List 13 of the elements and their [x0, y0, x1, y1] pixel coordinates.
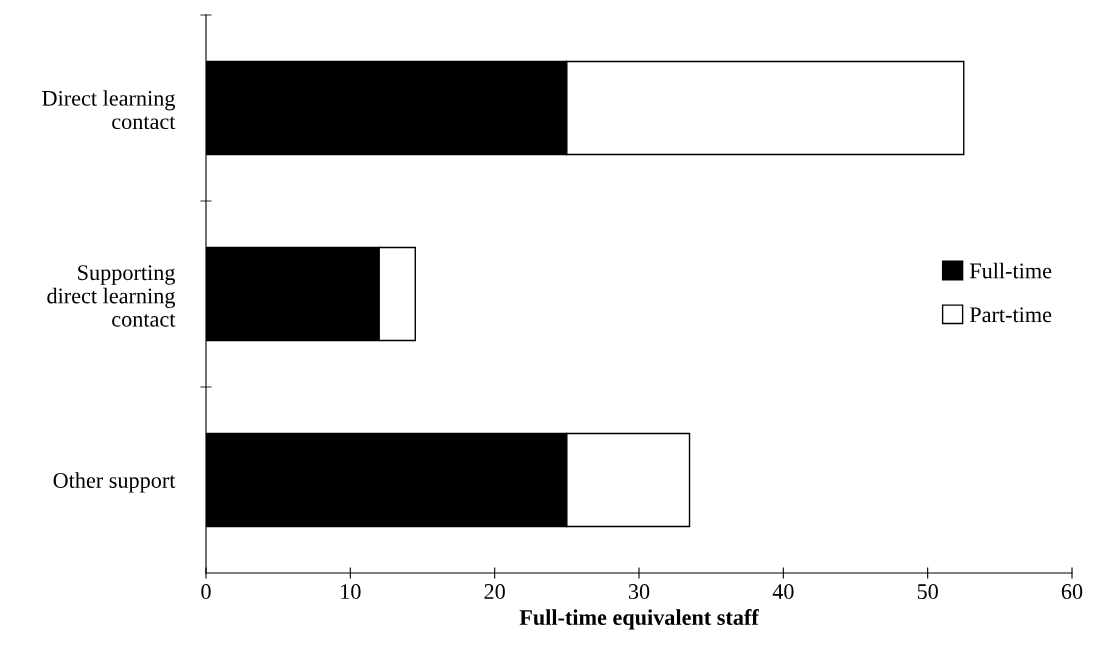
legend-label: Full-time: [969, 262, 1052, 279]
y-tick-label: Direct learning contact: [42, 90, 176, 130]
y-tick-label: Other support: [53, 472, 176, 493]
x-tick-label: 40: [772, 584, 794, 600]
x-tick-label: 30: [628, 584, 650, 600]
x-axis-title: Full-time equivalent staff: [519, 609, 759, 630]
legend-label: Part-time: [969, 307, 1052, 323]
x-tick-label: 50: [917, 584, 938, 600]
y-tick-label: Supporting direct learning contact: [47, 265, 176, 327]
x-tick-label: 20: [484, 584, 505, 600]
x-tick-label: 10: [341, 584, 361, 600]
x-tick-label: 60: [1061, 584, 1083, 600]
x-tick-label: 0: [201, 584, 211, 600]
